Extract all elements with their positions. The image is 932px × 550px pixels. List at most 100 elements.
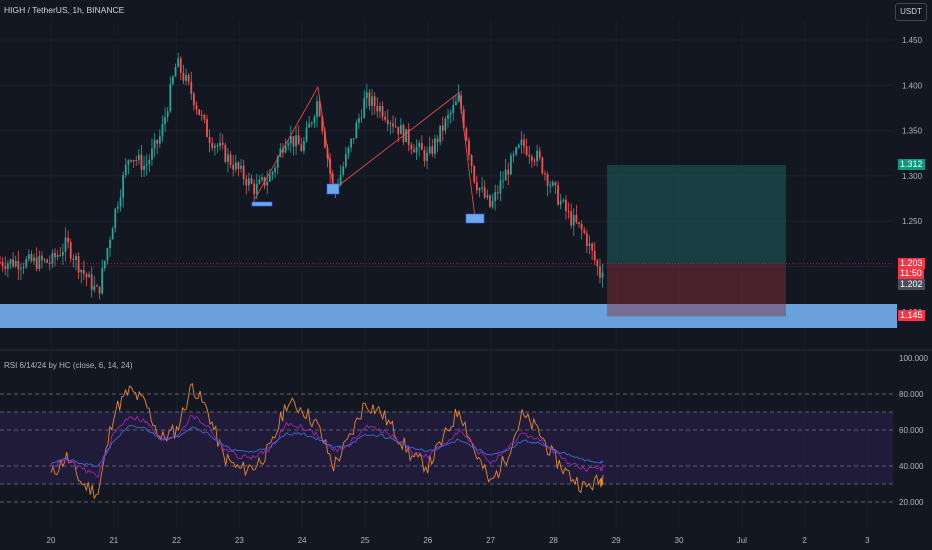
candle-body bbox=[130, 160, 132, 162]
candle-body bbox=[227, 154, 229, 162]
candle-body bbox=[198, 109, 201, 115]
candle-body bbox=[101, 268, 104, 294]
candle-body bbox=[206, 119, 208, 137]
candle-body bbox=[200, 114, 203, 116]
candle-body bbox=[481, 187, 483, 189]
candle-body bbox=[279, 148, 282, 157]
candle-body bbox=[536, 150, 538, 162]
time-tick-label: Jul bbox=[737, 536, 747, 545]
candle-body bbox=[85, 273, 88, 278]
candle-body bbox=[305, 127, 308, 142]
candle-body bbox=[274, 167, 276, 173]
candle-body bbox=[389, 123, 392, 125]
time-tick-label: 27 bbox=[486, 536, 495, 545]
candle-body bbox=[358, 118, 360, 123]
candle-body bbox=[80, 269, 83, 273]
candle-body bbox=[549, 185, 552, 187]
candle-body bbox=[457, 95, 460, 102]
candle-body bbox=[523, 139, 525, 147]
candle-body bbox=[282, 148, 284, 153]
candle-body bbox=[140, 154, 143, 170]
candle-body bbox=[565, 199, 567, 212]
candle-body bbox=[25, 259, 28, 268]
symbol-title[interactable]: HIGH / TetherUS, 1h, BINANCE bbox=[4, 5, 125, 15]
candle-body bbox=[148, 159, 151, 165]
candle-body bbox=[478, 188, 481, 191]
candle-body bbox=[303, 141, 305, 152]
candle-body bbox=[439, 125, 442, 143]
position-stop-area bbox=[607, 263, 786, 317]
candle-body bbox=[394, 126, 397, 128]
currency-button[interactable]: USDT bbox=[895, 3, 927, 21]
candle-body bbox=[489, 195, 491, 207]
candle-body bbox=[444, 118, 447, 131]
candle-body bbox=[413, 149, 415, 153]
time-tick-label: 23 bbox=[235, 536, 244, 545]
candle-body bbox=[570, 211, 573, 226]
candle-body bbox=[486, 195, 489, 198]
candle-body bbox=[339, 174, 342, 186]
candle-body bbox=[578, 222, 580, 224]
candle-body bbox=[103, 260, 106, 269]
candle-body bbox=[588, 243, 591, 247]
candle-body bbox=[177, 58, 180, 68]
candle-body bbox=[106, 248, 109, 261]
candle-body bbox=[515, 147, 518, 155]
candle-body bbox=[447, 114, 449, 119]
candle-body bbox=[229, 154, 232, 165]
candle-body bbox=[242, 165, 245, 179]
candle-body bbox=[156, 139, 159, 144]
time-tick-label: 21 bbox=[109, 536, 118, 545]
rsi-indicator-title[interactable]: RSI 6/14/24 by HC (close, 6, 14, 24) bbox=[4, 361, 133, 370]
rsi-tick-label: 40.000 bbox=[899, 462, 924, 471]
candle-body bbox=[499, 180, 502, 194]
candle-body bbox=[35, 257, 38, 269]
candle-body bbox=[596, 260, 599, 267]
candle-body bbox=[90, 274, 93, 291]
candle-body bbox=[347, 147, 350, 155]
candle-body bbox=[321, 116, 324, 132]
candle-body bbox=[145, 164, 148, 166]
pattern-marker bbox=[326, 183, 340, 195]
candle-body bbox=[310, 122, 313, 124]
candle-body bbox=[237, 162, 240, 169]
candle-body bbox=[323, 131, 326, 148]
candle-body bbox=[593, 250, 596, 261]
candle-body bbox=[528, 154, 531, 157]
candle-body bbox=[203, 114, 206, 120]
candle-body bbox=[475, 182, 478, 191]
candle-body bbox=[436, 138, 439, 143]
candle-body bbox=[64, 237, 67, 253]
candle-body bbox=[502, 180, 504, 182]
candle-body bbox=[119, 197, 122, 207]
candle-body bbox=[551, 182, 554, 186]
candle-body bbox=[4, 266, 7, 269]
candle-body bbox=[580, 223, 583, 230]
candle-body bbox=[276, 156, 279, 168]
time-tick-label: 25 bbox=[361, 536, 370, 545]
candle-body bbox=[530, 156, 533, 161]
candle-body bbox=[174, 67, 177, 77]
rsi-band bbox=[0, 412, 893, 484]
candle-body bbox=[326, 147, 329, 159]
candle-body bbox=[418, 143, 421, 148]
candle-body bbox=[153, 139, 156, 149]
candle-body bbox=[316, 101, 318, 118]
candle-body bbox=[352, 138, 355, 140]
candle-body bbox=[496, 192, 499, 194]
countdown-tag: 11:50 bbox=[898, 268, 924, 279]
candle-body bbox=[12, 259, 14, 267]
candle-body bbox=[410, 144, 413, 150]
candle-body bbox=[313, 117, 316, 123]
candle-body bbox=[585, 233, 588, 247]
candle-body bbox=[67, 237, 70, 243]
candle-body bbox=[93, 285, 96, 291]
candle-body bbox=[289, 136, 292, 144]
candle-body bbox=[520, 139, 523, 145]
candle-body bbox=[158, 136, 161, 144]
candle-body bbox=[137, 154, 140, 161]
candle-body bbox=[38, 255, 41, 269]
candle-body bbox=[109, 239, 111, 249]
candle-body bbox=[179, 58, 182, 73]
